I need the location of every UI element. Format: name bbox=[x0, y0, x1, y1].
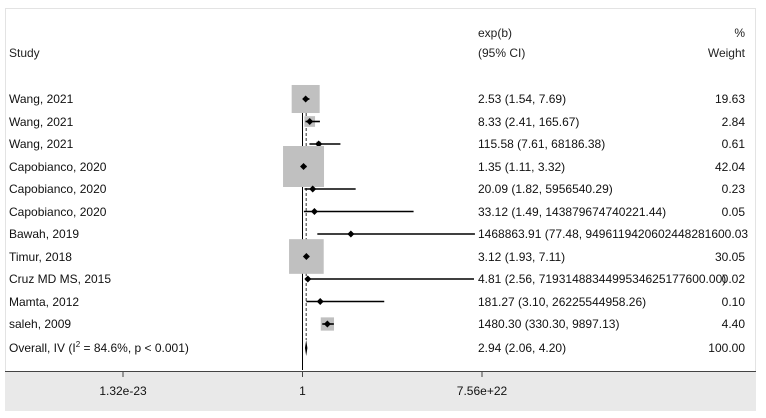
study-ci-text: 115.58 (7.61, 68186.38) bbox=[478, 137, 606, 151]
point-estimate bbox=[315, 140, 323, 148]
study-ci-text: 181.27 (3.10, 26225544958.26) bbox=[478, 294, 647, 309]
study-weight: 0.61 bbox=[721, 137, 745, 151]
x-tick-label: 7.56e+22 bbox=[456, 384, 508, 398]
x-axis-line bbox=[5, 371, 756, 372]
study-ci-text: 2.53 (1.54, 7.69) bbox=[478, 92, 567, 106]
header-effect-top: exp(b) bbox=[478, 26, 513, 40]
study-weight: 2.84 bbox=[721, 114, 745, 129]
study-ci-text: 33.12 (1.49, 143879674740221.44) bbox=[478, 204, 667, 219]
study-label: Timur, 2018 bbox=[9, 249, 72, 264]
header-weight-top: % bbox=[734, 26, 745, 40]
point-estimate bbox=[306, 118, 314, 125]
point-estimate bbox=[304, 275, 312, 283]
overall-ci-text: 2.94 (2.06, 4.20) bbox=[478, 341, 567, 355]
x-tick-label: 1 bbox=[299, 384, 306, 398]
study-weight: 0.10 bbox=[721, 294, 745, 309]
study-weight: 42.04 bbox=[714, 159, 745, 174]
study-ci-text: 1468863.91 (77.48, 949611942060244828160… bbox=[478, 227, 749, 241]
study-label: Capobianco, 2020 bbox=[9, 159, 107, 174]
header-effect-bottom: (95% CI) bbox=[478, 46, 526, 60]
study-label: Wang, 2021 bbox=[9, 114, 74, 129]
study-weight: 30.05 bbox=[714, 249, 745, 264]
point-estimate bbox=[309, 185, 317, 193]
study-label: Capobianco, 2020 bbox=[9, 182, 107, 196]
header-study: Study bbox=[9, 46, 40, 60]
study-weight: 19.63 bbox=[714, 92, 745, 106]
point-estimate bbox=[300, 163, 308, 170]
study-weight: 0.05 bbox=[721, 204, 745, 219]
study-weight: 4.40 bbox=[721, 317, 745, 331]
study-label: Capobianco, 2020 bbox=[9, 204, 107, 219]
header-weight-bottom: Weight bbox=[707, 46, 745, 60]
study-weight: 0.23 bbox=[721, 182, 745, 196]
plot-panel bbox=[5, 8, 756, 411]
point-estimate bbox=[302, 95, 310, 103]
overall-label: Overall, IV (I2 = 84.6%, p < 0.001) bbox=[9, 340, 189, 356]
study-label: Bawah, 2019 bbox=[9, 227, 80, 241]
x-tick-label: 1.32e-23 bbox=[99, 384, 147, 398]
point-estimate bbox=[323, 320, 331, 328]
point-estimate bbox=[310, 208, 318, 215]
study-label: Wang, 2021 bbox=[9, 92, 74, 106]
study-ci-text: 4.81 (2.56, 7193148834499534625177600.00… bbox=[478, 272, 727, 286]
study-ci-text: 1480.30 (330.30, 9897.13) bbox=[478, 317, 620, 331]
study-label: Mamta, 2012 bbox=[9, 294, 80, 309]
point-estimate bbox=[316, 298, 324, 305]
study-ci-text: 20.09 (1.82, 5956540.29) bbox=[478, 182, 613, 196]
study-ci-text: 3.12 (1.93, 7.11) bbox=[478, 249, 566, 264]
overall-weight: 100.00 bbox=[708, 341, 745, 355]
study-ci-text: 8.33 (2.41, 165.67) bbox=[478, 114, 580, 129]
study-weight: 0.02 bbox=[721, 272, 745, 286]
x-axis-band bbox=[5, 372, 756, 411]
study-label: Wang, 2021 bbox=[9, 137, 74, 151]
point-estimate bbox=[347, 230, 355, 238]
study-label: saleh, 2009 bbox=[9, 317, 72, 331]
overall-diamond bbox=[304, 340, 308, 356]
study-label: Cruz MD MS, 2015 bbox=[9, 272, 112, 286]
point-estimate bbox=[302, 253, 310, 260]
study-ci-text: 1.35 (1.11, 3.32) bbox=[478, 159, 566, 174]
